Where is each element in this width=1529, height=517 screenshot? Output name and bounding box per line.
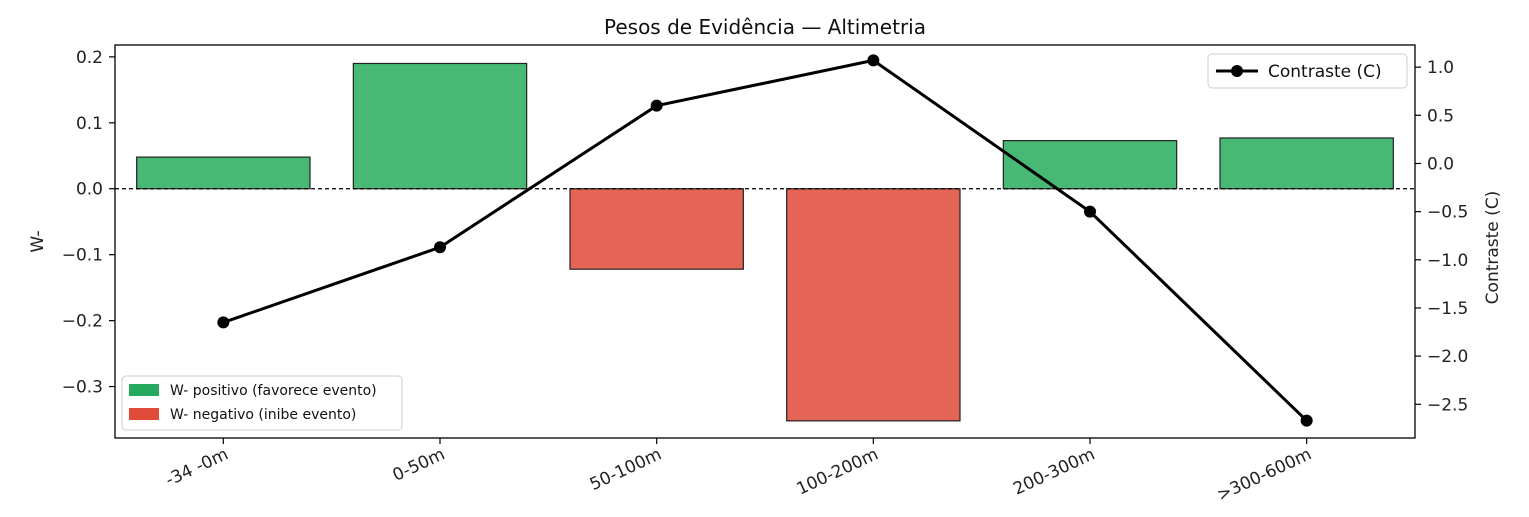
right-tick-label: 0.0 [1427, 154, 1454, 174]
legend-bars: W- positivo (favorece evento) W- negativo… [121, 375, 403, 431]
contrast-line [222, 58, 1308, 422]
x-tick-label: 100-200m [794, 444, 882, 499]
contrast-point-1 [217, 316, 230, 329]
bar-5 [1002, 140, 1178, 190]
x-axis-ticks: -34 -0m 0-50m 50-100m 100-200m 200-300m >300-… [163, 438, 1315, 506]
legend-box [121, 375, 403, 431]
x-tick-label: >300-600m [1214, 444, 1315, 505]
legend-label: Contraste (C) [1268, 62, 1382, 82]
contrast-point-5 [1084, 205, 1096, 218]
x-tick-label: 50-100m [587, 444, 665, 495]
right-tick-label: −0.5 [1427, 203, 1468, 223]
right-axis-label: Contraste (C) [1483, 191, 1503, 305]
bar-2 [352, 62, 528, 190]
x-tick-label: 200-300m [1010, 444, 1098, 499]
bar-1 [136, 156, 311, 190]
legend-contrast: Contraste (C) [1207, 53, 1408, 89]
left-axis-ticks: 0.2 0.1 0.0 −0.1 −0.2 −0.3 [62, 48, 115, 398]
bar-3 [569, 188, 744, 270]
right-tick-label: 1.0 [1427, 58, 1454, 78]
left-tick-label: 0.2 [76, 48, 103, 68]
left-tick-label: 0.0 [76, 180, 103, 200]
left-tick-label: −0.1 [62, 246, 103, 266]
plot-frame [114, 44, 1416, 439]
left-tick-label: 0.1 [76, 114, 103, 134]
contrast-line-group [217, 54, 1313, 427]
contrast-point-6 [1300, 414, 1313, 427]
bar-6 [1219, 137, 1394, 190]
legend-label: W- positivo (favorece evento) [170, 383, 377, 399]
x-tick-label: 0-50m [390, 444, 448, 485]
chart-title: Pesos de Evidência — Altimetria [604, 15, 926, 39]
contrast-point-4 [867, 54, 880, 67]
x-tick-label: -34 -0m [163, 444, 232, 490]
legend-swatch [129, 384, 159, 396]
right-tick-label: −2.5 [1427, 395, 1468, 415]
legend-swatch [129, 408, 159, 420]
right-axis-ticks: 1.0 0.5 0.0 −0.5 −1.0 −1.5 −2.0 −2.5 [1415, 58, 1468, 415]
right-tick-label: −2.0 [1427, 347, 1468, 367]
bar-4 [786, 188, 961, 422]
legend-label: W- negativo (inibe evento) [170, 407, 356, 423]
legend-box [1207, 53, 1408, 89]
right-tick-label: −1.5 [1427, 299, 1468, 319]
bars-group [136, 62, 1394, 422]
legend-dot-swatch [1231, 65, 1243, 77]
left-tick-label: −0.3 [62, 378, 103, 398]
contrast-point-2 [434, 241, 446, 254]
left-tick-label: −0.2 [62, 312, 103, 332]
right-tick-label: 0.5 [1427, 106, 1454, 126]
right-tick-label: −1.0 [1427, 251, 1468, 271]
contrast-point-3 [650, 99, 663, 112]
left-axis-label: W- [28, 230, 48, 252]
